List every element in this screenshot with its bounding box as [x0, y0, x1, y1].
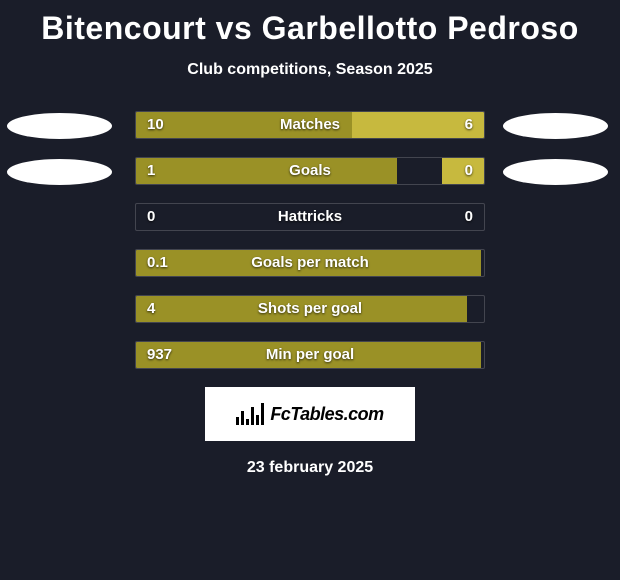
- player-left-avatar: [7, 113, 112, 139]
- bar-right-fill: [352, 112, 484, 138]
- stat-bar: Hattricks00: [135, 203, 485, 231]
- infographic-root: Bitencourt vs Garbellotto Pedroso Club c…: [0, 0, 620, 580]
- stat-bar: Matches106: [135, 111, 485, 139]
- stats-area: Matches106 Goals10 Hattricks00 Goals per ma…: [0, 111, 620, 369]
- player-right-avatar: [503, 113, 608, 139]
- page-title: Bitencourt vs Garbellotto Pedroso: [0, 0, 620, 47]
- stat-bar: Goals10: [135, 157, 485, 185]
- logo-bar: [251, 407, 254, 425]
- stat-row: Shots per goal4: [0, 295, 620, 323]
- bar-right-fill: [442, 158, 484, 184]
- bar-track: [135, 203, 485, 231]
- bar-left-fill: [136, 112, 352, 138]
- bar-track: [135, 111, 485, 139]
- fctables-logo: FcTables.com: [205, 387, 415, 441]
- date-label: 23 february 2025: [0, 459, 620, 477]
- stat-row: Hattricks00: [0, 203, 620, 231]
- subtitle: Club competitions, Season 2025: [0, 61, 620, 79]
- bar-track: [135, 295, 485, 323]
- logo-text: FcTables.com: [270, 404, 383, 425]
- bar-track: [135, 157, 485, 185]
- logo-bar: [246, 419, 249, 425]
- logo-bar: [256, 415, 259, 425]
- stat-bar: Shots per goal4: [135, 295, 485, 323]
- bar-left-fill: [136, 296, 467, 322]
- logo-bars-icon: [236, 403, 264, 425]
- stat-row: Goals10: [0, 157, 620, 185]
- bar-track: [135, 249, 485, 277]
- stat-bar: Goals per match0.1: [135, 249, 485, 277]
- bar-left-fill: [136, 250, 481, 276]
- logo-bar: [236, 417, 239, 425]
- bar-track: [135, 341, 485, 369]
- bar-left-fill: [136, 342, 481, 368]
- player-right-avatar: [503, 159, 608, 185]
- stat-row: Min per goal937: [0, 341, 620, 369]
- logo-bar: [241, 411, 244, 425]
- stat-row: Matches106: [0, 111, 620, 139]
- bar-left-fill: [136, 158, 397, 184]
- logo-bar: [261, 403, 264, 425]
- player-left-avatar: [7, 159, 112, 185]
- stat-bar: Min per goal937: [135, 341, 485, 369]
- stat-row: Goals per match0.1: [0, 249, 620, 277]
